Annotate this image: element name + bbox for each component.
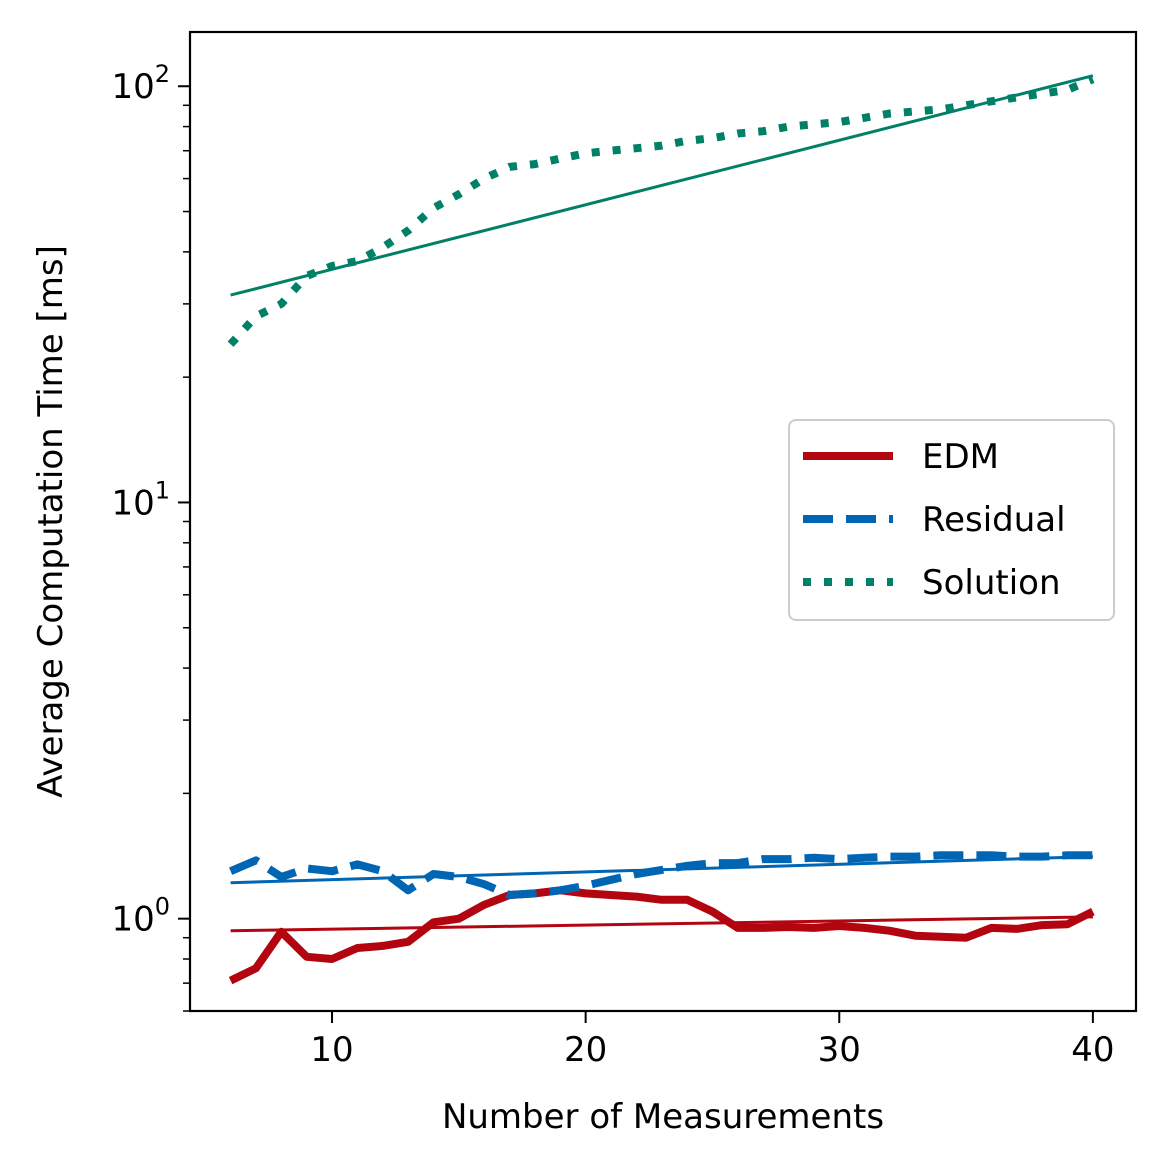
y-tick-label: 100 [111,893,170,940]
trend-line-edm [230,915,1093,933]
legend-label-residual: Residual [922,500,1066,540]
series-line-edm [228,886,1095,985]
legend-box [788,419,1115,621]
axis-ticks: 10 20 30 40 100 101 102 [111,60,1114,1070]
x-tick-label: 10 [310,1030,353,1070]
legend-label-solution: Solution [922,563,1061,603]
plot-area [227,74,1095,985]
series-line-residual [229,851,1093,899]
series-line-solution [227,75,1095,347]
y-axis-label: Average Computation Time [ms] [31,245,71,798]
legend-label-edm: EDM [922,437,999,477]
legend: EDM Residual Solution [788,419,1115,621]
y-tick-label: 102 [111,60,170,107]
x-tick-label: 40 [1071,1030,1114,1070]
trend-line-solution [230,74,1094,297]
x-axis-label: Number of Measurements [442,1097,884,1137]
y-tick-label: 101 [111,476,170,523]
x-tick-label: 30 [818,1030,861,1070]
x-tick-label: 20 [564,1030,607,1070]
